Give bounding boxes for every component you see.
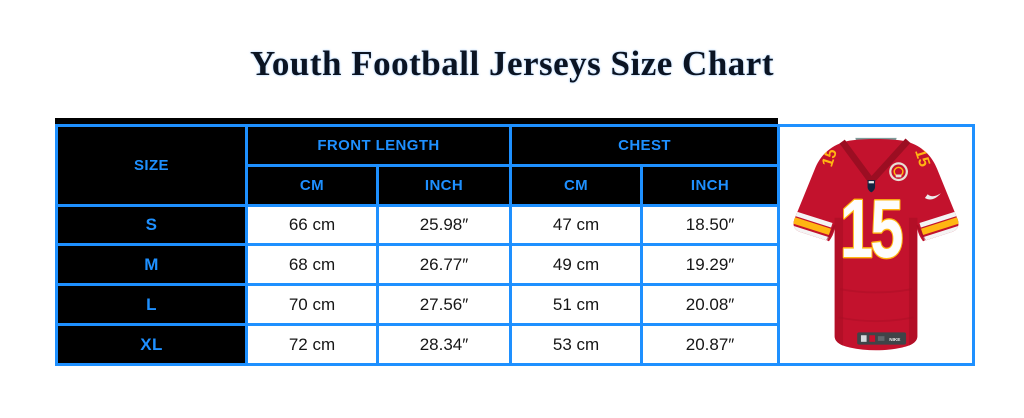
col-header-chest: CHEST (509, 124, 781, 167)
unit-header-front-inch: INCH (375, 163, 513, 207)
swoosh-icon (924, 193, 941, 200)
team-patch-icon (889, 162, 908, 182)
cell-s-front-cm: 66 cm (245, 203, 379, 247)
size-chart-table: SIZE FRONT LENGTH CHEST (55, 124, 976, 366)
col-header-size: SIZE (55, 124, 248, 207)
jersey-image: 15 15 (793, 137, 959, 351)
table-row: L 70 cm 27.56″ 51 cm 20.08″ (55, 283, 974, 327)
size-label-s: S (55, 203, 248, 247)
size-label-l: L (55, 283, 248, 327)
jersey-seam (916, 224, 926, 241)
cell-m-front-cm: 68 cm (245, 243, 379, 287)
cell-s-chest-cm: 47 cm (509, 203, 644, 247)
table-top-trim (55, 118, 778, 124)
nfl-shield-icon (867, 180, 876, 193)
jersey-wrinkle (838, 316, 914, 323)
unit-header-chest-cm: CM (509, 163, 644, 207)
cell-m-chest-cm: 49 cm (509, 243, 644, 287)
jersey-side-mesh-left (834, 217, 844, 348)
cell-l-chest-cm: 51 cm (509, 283, 644, 327)
jersey-image-cell: 15 15 (777, 124, 976, 366)
cell-s-front-inch: 25.98″ (375, 203, 513, 247)
cell-l-front-cm: 70 cm (245, 283, 379, 327)
size-label-xl: XL (55, 323, 248, 366)
jersey-side-mesh-right (908, 217, 918, 348)
unit-header-front-cm: CM (245, 163, 379, 207)
cell-m-chest-inch: 19.29″ (640, 243, 781, 287)
size-label-m: M (55, 243, 248, 287)
jersey-seam (826, 224, 836, 241)
svg-text:15: 15 (840, 184, 903, 276)
col-header-front-length: FRONT LENGTH (244, 124, 513, 167)
jersey-jock-tag: NIKE (857, 332, 907, 345)
cell-l-chest-inch: 20.08″ (640, 283, 781, 327)
table-row: S 66 cm 25.98″ 47 cm 18.50″ (55, 203, 974, 247)
header-row-groups: SIZE FRONT LENGTH CHEST (55, 124, 976, 366)
header-row-units: CM INCH CM INCH (57, 163, 974, 207)
cell-xl-chest-inch: 20.87″ (640, 323, 781, 366)
cell-xl-front-inch: 28.34″ (375, 323, 513, 366)
cell-xl-front-cm: 72 cm (245, 323, 379, 366)
jersey-wrinkle (840, 288, 912, 294)
page-title: Youth Football Jerseys Size Chart (250, 44, 774, 83)
cell-m-front-inch: 26.77″ (375, 243, 513, 287)
table-row: XL 72 cm 28.34″ 53 cm 20.87″ (55, 323, 974, 366)
cell-s-chest-inch: 18.50″ (640, 203, 781, 247)
unit-header-chest-inch: INCH (640, 163, 781, 207)
cell-l-front-inch: 27.56″ (375, 283, 513, 327)
svg-text:NIKE: NIKE (889, 337, 900, 342)
jersey-chest-number: 15 (839, 183, 907, 277)
cell-xl-chest-cm: 53 cm (509, 323, 644, 366)
table-row: M 68 cm 26.77″ 49 cm 19.29″ (55, 243, 974, 287)
